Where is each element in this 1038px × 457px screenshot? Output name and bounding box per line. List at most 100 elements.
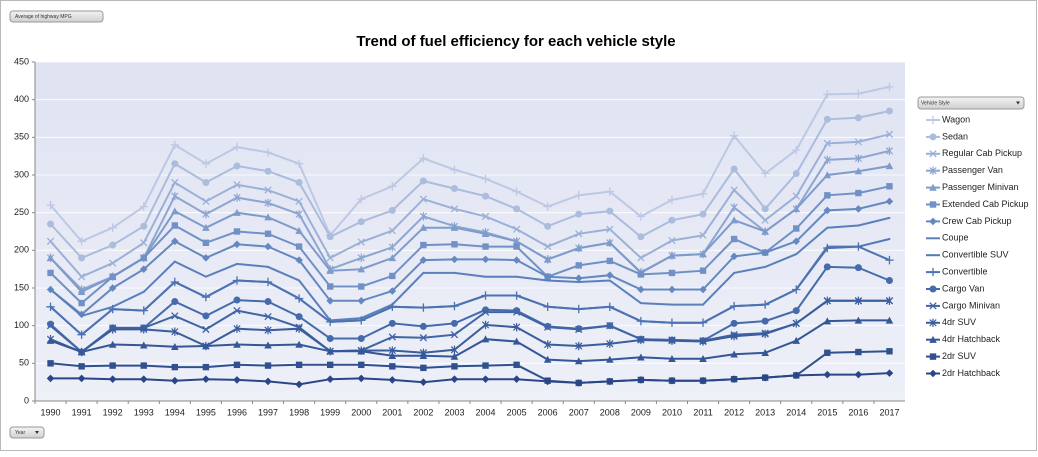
marker xyxy=(77,237,86,246)
dropdown-arrow[interactable] xyxy=(35,431,39,434)
button-frame[interactable] xyxy=(917,96,1025,110)
marker xyxy=(605,302,615,312)
marker xyxy=(357,374,366,383)
marker xyxy=(823,296,831,306)
marker xyxy=(481,212,490,221)
marker xyxy=(202,363,210,371)
value-field-button[interactable]: Average of highway MPG xyxy=(9,10,104,23)
x-tick-label: 2005 xyxy=(507,407,527,417)
marker xyxy=(325,317,335,327)
marker xyxy=(171,342,179,350)
marker xyxy=(481,174,490,183)
marker xyxy=(388,302,397,312)
marker xyxy=(419,303,428,312)
marker xyxy=(264,377,272,386)
marker xyxy=(171,312,179,320)
marker xyxy=(605,187,615,196)
marker xyxy=(929,369,937,378)
marker xyxy=(140,325,148,334)
marker xyxy=(108,223,117,232)
point xyxy=(49,288,52,291)
marker xyxy=(295,256,303,264)
marker xyxy=(357,218,365,226)
marker xyxy=(730,252,738,261)
marker xyxy=(419,177,427,185)
marker xyxy=(854,264,862,272)
marker xyxy=(295,179,303,187)
button-label[interactable]: Year xyxy=(15,430,25,436)
marker xyxy=(109,241,117,249)
legend-label: 4dr Hatchback xyxy=(942,334,1001,344)
marker xyxy=(357,297,366,305)
marker xyxy=(139,202,148,211)
marker xyxy=(326,375,334,383)
legend-item: Coupe xyxy=(926,233,969,243)
button-label[interactable]: Average of highway MPG xyxy=(15,14,72,20)
legend-label: Cargo Van xyxy=(942,283,984,293)
legend-label: 2dr Hatchback xyxy=(942,368,1001,378)
series-line xyxy=(50,299,890,354)
legend-item: Passenger Van xyxy=(926,165,1003,175)
marker xyxy=(823,171,832,179)
marker xyxy=(78,254,86,262)
marker xyxy=(77,374,86,383)
marker xyxy=(77,348,86,356)
point xyxy=(453,271,456,274)
x-tick-label: 1996 xyxy=(227,407,247,417)
marker xyxy=(357,238,365,246)
marker xyxy=(543,255,552,263)
marker xyxy=(326,361,334,369)
marker xyxy=(482,243,489,250)
x-tick-label: 1998 xyxy=(289,407,309,417)
legend-field-button[interactable]: Vehicle Style xyxy=(917,96,1025,110)
marker xyxy=(544,340,552,349)
marker xyxy=(109,273,116,280)
marker xyxy=(358,283,365,290)
marker xyxy=(886,348,893,355)
point xyxy=(142,290,145,293)
marker xyxy=(668,285,676,294)
button-frame[interactable] xyxy=(9,10,104,23)
marker xyxy=(264,167,272,175)
marker xyxy=(929,133,937,141)
marker xyxy=(263,148,273,157)
marker xyxy=(326,283,334,290)
legend-item: Cargo Minivan xyxy=(926,300,1000,310)
marker xyxy=(637,353,645,361)
marker xyxy=(699,376,707,385)
marker xyxy=(730,216,738,224)
marker xyxy=(46,322,55,330)
marker xyxy=(482,362,489,369)
marker xyxy=(761,248,769,257)
marker xyxy=(388,182,397,191)
marker xyxy=(929,335,937,343)
y-tick-label: 150 xyxy=(14,282,29,292)
marker xyxy=(47,269,54,277)
axis-field-button[interactable]: Year xyxy=(9,426,45,439)
button-label[interactable]: Vehicle Style xyxy=(921,100,950,106)
series xyxy=(46,130,894,281)
dropdown-arrow[interactable] xyxy=(1016,101,1020,105)
marker xyxy=(792,205,801,213)
marker xyxy=(512,225,521,233)
y-tick-label: 100 xyxy=(14,320,29,330)
marker xyxy=(637,285,645,294)
marker xyxy=(419,154,428,163)
marker xyxy=(606,377,614,386)
series-line xyxy=(49,265,890,354)
marker xyxy=(202,342,210,350)
marker xyxy=(482,192,490,200)
marker xyxy=(730,375,738,383)
marker xyxy=(636,316,646,326)
point xyxy=(204,275,207,278)
marker xyxy=(606,271,614,279)
series-line xyxy=(49,85,890,243)
legend-label: Sedan xyxy=(942,131,968,141)
button-frame[interactable] xyxy=(9,426,45,439)
marker xyxy=(575,341,583,351)
marker xyxy=(823,115,831,123)
marker xyxy=(699,355,707,363)
marker xyxy=(171,376,179,385)
legend-label: Passenger Van xyxy=(942,165,1003,175)
marker xyxy=(513,205,521,213)
